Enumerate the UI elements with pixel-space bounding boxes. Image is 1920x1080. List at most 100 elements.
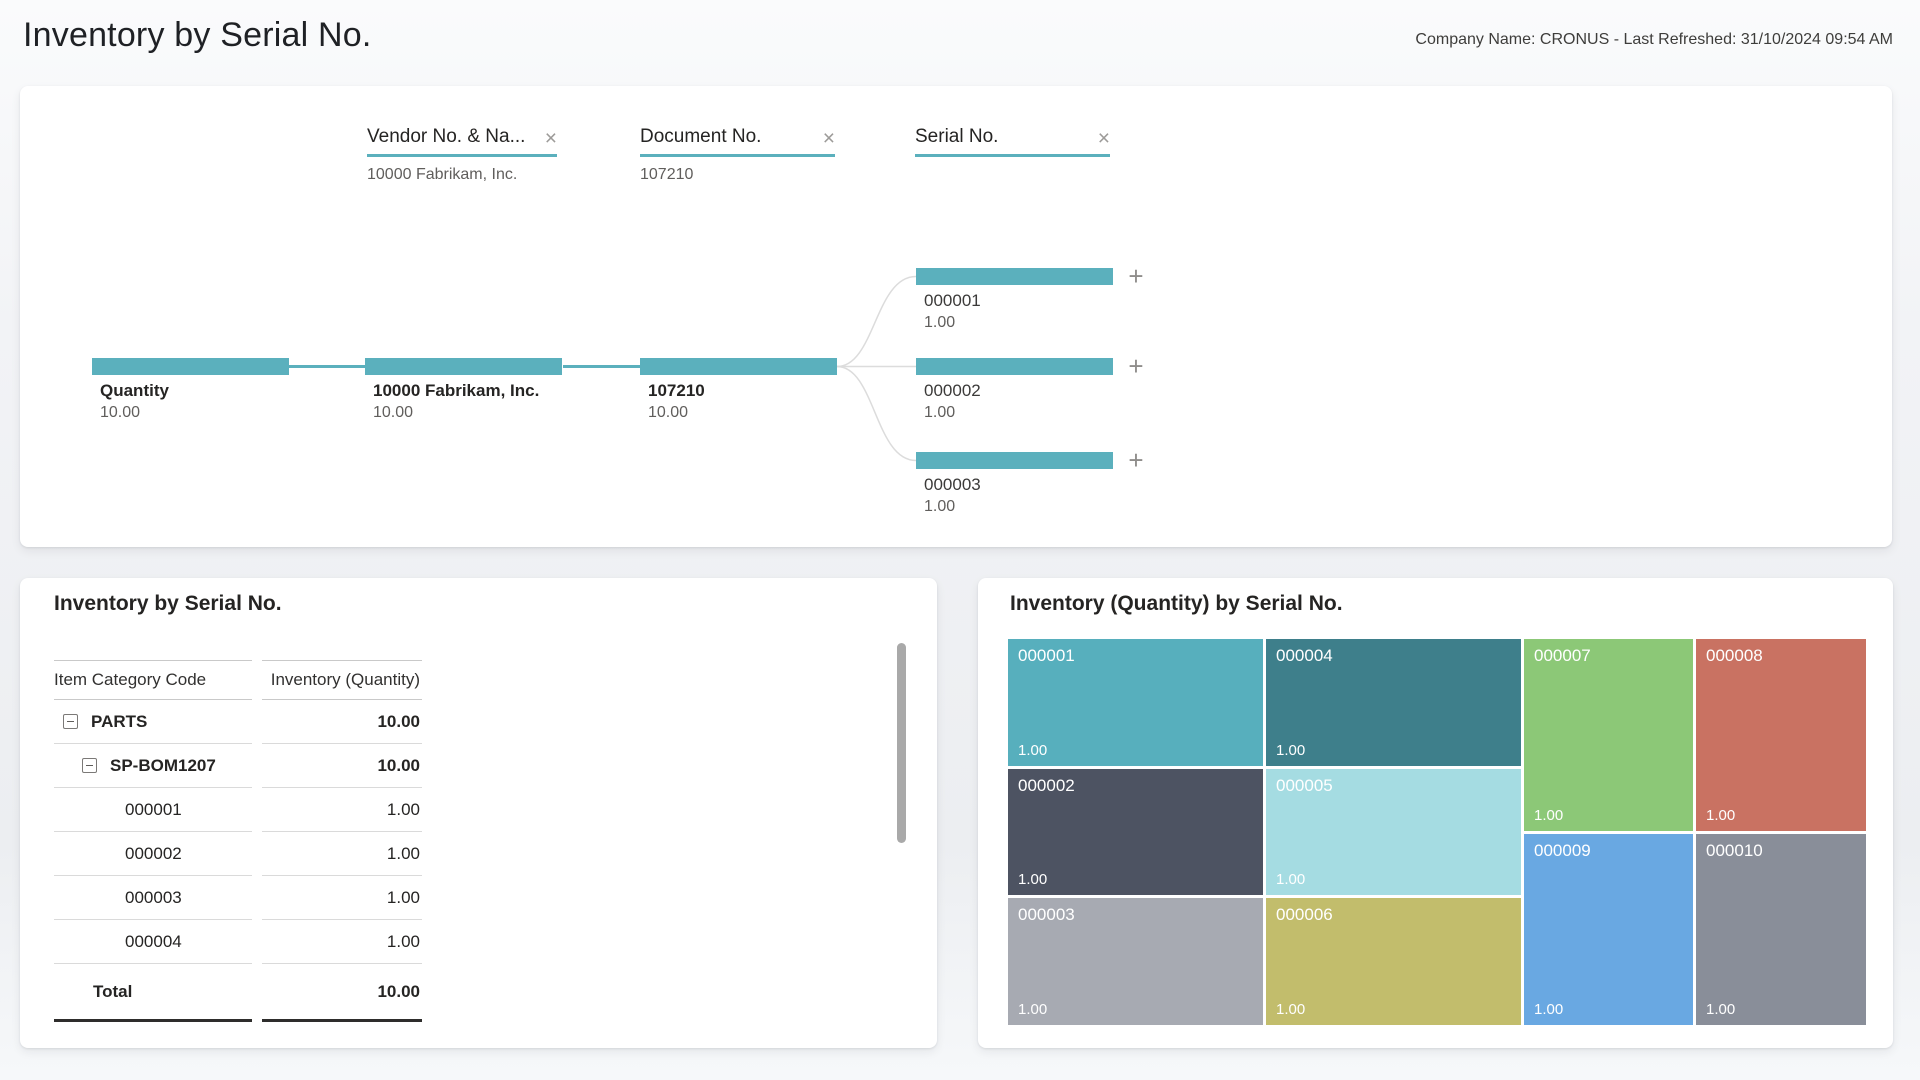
tree-level-vendor-value: 10000 Fabrikam, Inc. xyxy=(367,166,518,183)
tree-node-bar xyxy=(916,452,1113,469)
tree-node-serial-000001[interactable]: 000001 1.00 xyxy=(916,268,1113,332)
tile-value: 1.00 xyxy=(1706,1001,1736,1018)
close-icon[interactable]: × xyxy=(1097,127,1110,150)
tree-level-vendor-label: Vendor No. & Na... xyxy=(367,126,526,147)
tile-label: 000009 xyxy=(1534,840,1591,860)
tree-node-value: 10.00 xyxy=(648,404,689,421)
total-value: 10.00 xyxy=(262,964,422,1022)
collapse-icon[interactable] xyxy=(82,758,97,773)
row-value: 10.00 xyxy=(262,700,422,744)
tile-value: 1.00 xyxy=(1018,741,1048,759)
table-title: Inventory by Serial No. xyxy=(54,592,282,615)
tile-value: 1.00 xyxy=(1276,741,1306,759)
expand-plus-icon[interactable]: + xyxy=(1128,351,1144,381)
table-row-sp-bom1207[interactable]: SP-BOM1207 10.00 xyxy=(54,744,422,788)
tree-node-value: 10.00 xyxy=(373,404,414,421)
tree-connector xyxy=(289,365,365,368)
tree-node-bar xyxy=(365,358,562,375)
treemap-tile-000008[interactable]: 000008 1.00 xyxy=(1696,639,1866,831)
row-label: SP-BOM1207 xyxy=(110,755,216,775)
tree-node-bar xyxy=(92,358,289,375)
tree-node-bar xyxy=(640,358,837,375)
treemap-tile-000010[interactable]: 000010 1.00 xyxy=(1696,833,1866,1025)
expand-plus-icon[interactable]: + xyxy=(1128,261,1144,291)
treemap-tile-000007[interactable]: 000007 1.00 xyxy=(1524,639,1693,831)
vertical-scrollbar-thumb[interactable] xyxy=(897,643,906,843)
treemap-tile-000006[interactable]: 000006 1.00 xyxy=(1266,898,1521,1026)
table-row-000002[interactable]: 000002 1.00 xyxy=(54,832,422,876)
table-row-parts[interactable]: PARTS 10.00 xyxy=(54,700,422,744)
row-label: 000004 xyxy=(125,931,182,951)
tile-value: 1.00 xyxy=(1276,871,1306,889)
tree-branch-curves xyxy=(837,275,916,462)
treemap-panel: Inventory (Quantity) by Serial No. 00000… xyxy=(978,578,1893,1048)
tile-value: 1.00 xyxy=(1018,871,1048,889)
treemap-tile-000002[interactable]: 000002 1.00 xyxy=(1008,768,1263,896)
tile-value: 1.00 xyxy=(1534,1001,1564,1018)
tree-level-document[interactable]: Document No. × 107210 xyxy=(640,126,835,184)
row-value: 1.00 xyxy=(262,788,422,832)
close-icon[interactable]: × xyxy=(544,127,557,150)
page-title: Inventory by Serial No. xyxy=(23,16,372,54)
tile-label: 000001 xyxy=(1018,646,1075,665)
tree-node-label: 000001 xyxy=(924,291,981,310)
row-value: 1.00 xyxy=(262,920,422,964)
treemap-tile-000004[interactable]: 000004 1.00 xyxy=(1266,639,1521,766)
row-label: PARTS xyxy=(91,711,148,731)
tree-level-document-label: Document No. xyxy=(640,126,762,147)
tree-node-value: 1.00 xyxy=(924,498,956,515)
tile-label: 000007 xyxy=(1534,646,1591,665)
tree-node-value: 10.00 xyxy=(100,404,141,421)
tree-node-serial-000003[interactable]: 000003 1.00 xyxy=(916,452,1113,516)
table-row-000001[interactable]: 000001 1.00 xyxy=(54,788,422,832)
tree-node-serial-000002[interactable]: 000002 1.00 xyxy=(916,358,1113,422)
collapse-icon[interactable] xyxy=(63,714,78,729)
inventory-matrix: Item Category Code Inventory (Quantity) … xyxy=(54,660,422,1022)
tree-level-vendor[interactable]: Vendor No. & Na... × 10000 Fabrikam, Inc… xyxy=(367,126,557,184)
table-row-000004[interactable]: 000004 1.00 xyxy=(54,920,422,964)
treemap-tile-000009[interactable]: 000009 1.00 xyxy=(1524,833,1693,1025)
treemap-tile-000001[interactable]: 000001 1.00 xyxy=(1008,639,1263,766)
treemap-tile-000005[interactable]: 000005 1.00 xyxy=(1266,768,1521,896)
row-label: 000003 xyxy=(125,887,182,907)
tree-level-document-value: 107210 xyxy=(640,166,694,183)
tile-label: 000008 xyxy=(1706,646,1763,665)
expand-plus-icon[interactable]: + xyxy=(1128,445,1144,475)
tile-label: 000003 xyxy=(1018,905,1075,925)
company-refresh-info: Company Name: CRONUS - Last Refreshed: 3… xyxy=(1415,31,1893,48)
tile-value: 1.00 xyxy=(1534,806,1564,824)
tile-value: 1.00 xyxy=(1276,1001,1306,1019)
tree-level-serial[interactable]: Serial No. × xyxy=(915,126,1110,166)
row-label: 000001 xyxy=(125,799,182,819)
tile-label: 000010 xyxy=(1706,840,1763,860)
treemap-tile-000003[interactable]: 000003 1.00 xyxy=(1008,898,1263,1026)
close-icon[interactable]: × xyxy=(822,127,835,150)
tree-node-bar xyxy=(916,358,1113,375)
total-label: Total xyxy=(93,981,133,1001)
row-value: 10.00 xyxy=(262,744,422,788)
table-row-000003[interactable]: 000003 1.00 xyxy=(54,876,422,920)
tree-node-label: Quantity xyxy=(100,381,169,400)
tree-level-serial-label: Serial No. xyxy=(915,126,999,147)
tree-node-value: 1.00 xyxy=(924,404,956,421)
tile-label: 000004 xyxy=(1276,646,1333,665)
row-value: 1.00 xyxy=(262,832,422,876)
tree-node-value: 1.00 xyxy=(924,314,956,331)
treemap: 000001 1.00 000002 1.00 000003 1.00 0000… xyxy=(1008,639,1866,1026)
table-total-row: Total 10.00 xyxy=(54,964,422,1022)
tree-node-document[interactable]: 107210 10.00 xyxy=(640,358,837,422)
tree-node-bar xyxy=(916,268,1113,285)
tree-node-label: 000002 xyxy=(924,381,981,400)
tree-node-label: 107210 xyxy=(648,381,705,400)
tree-node-label: 10000 Fabrikam, Inc. xyxy=(373,381,540,400)
column-header-inventory-quantity[interactable]: Inventory (Quantity) xyxy=(262,660,422,700)
tile-label: 000006 xyxy=(1276,905,1333,925)
tile-value: 1.00 xyxy=(1706,806,1736,824)
tree-node-vendor[interactable]: 10000 Fabrikam, Inc. 10.00 xyxy=(365,358,562,422)
tree-connector xyxy=(563,365,640,368)
column-header-item-category[interactable]: Item Category Code xyxy=(54,660,252,700)
tile-label: 000005 xyxy=(1276,775,1333,795)
row-value: 1.00 xyxy=(262,876,422,920)
tree-node-quantity[interactable]: Quantity 10.00 xyxy=(92,358,289,422)
